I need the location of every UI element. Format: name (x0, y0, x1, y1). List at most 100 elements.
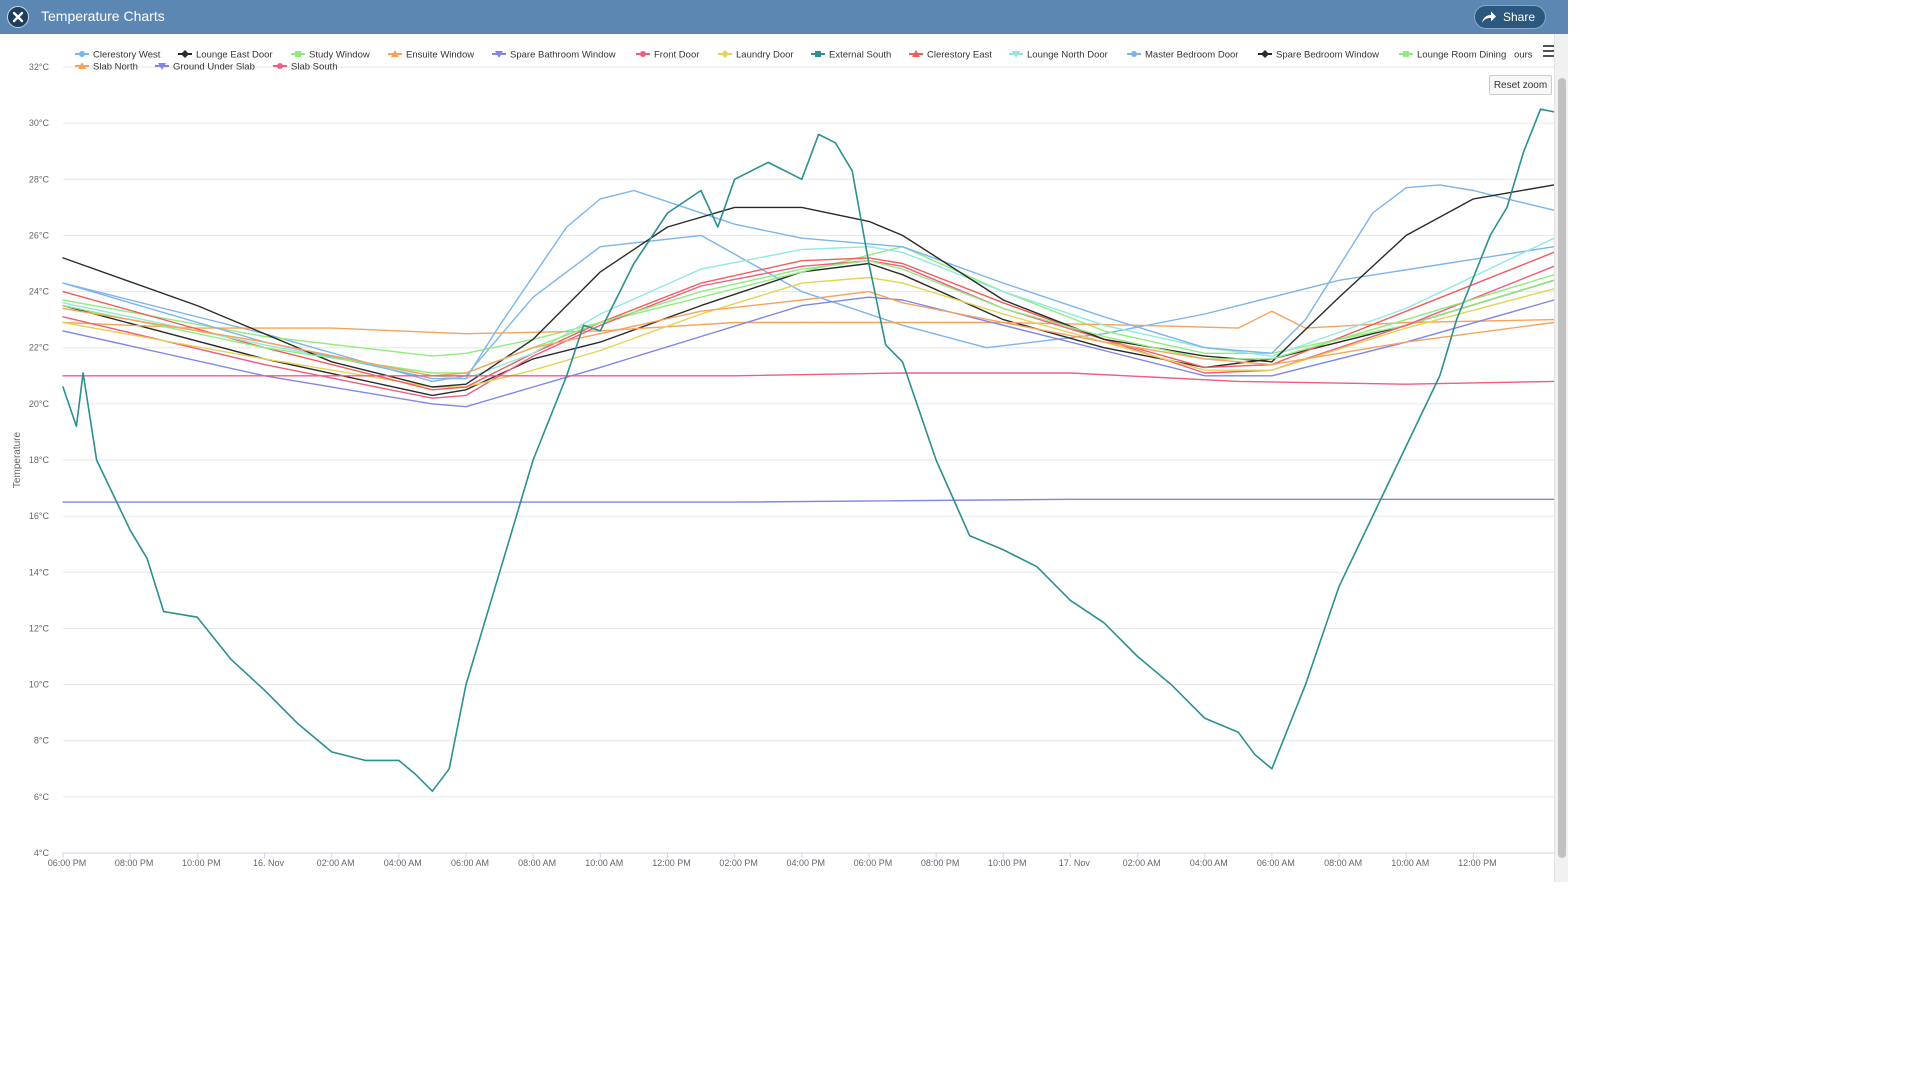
share-button[interactable]: Share (1473, 5, 1546, 29)
legend-marker (1131, 51, 1137, 57)
series-line-laundry-door (62, 276, 1555, 388)
legend-item[interactable]: Clerestory West (75, 50, 161, 61)
scrollbar-thumb[interactable] (1558, 78, 1566, 858)
x-tick-label: 08:00 PM (921, 858, 960, 868)
y-tick-label: 28°C (29, 174, 50, 184)
page-title: Temperature Charts (41, 8, 165, 24)
series-line-master-bedroom-door (62, 184, 1555, 380)
legend-marker (721, 50, 729, 58)
legend-label: Lounge North Door (1027, 50, 1108, 61)
series-line-lounge-room-dining (62, 260, 1555, 374)
close-icon (12, 11, 24, 23)
x-tick-label: 10:00 AM (585, 858, 623, 868)
legend-item[interactable]: Lounge North Door (1009, 50, 1108, 61)
share-icon (1481, 11, 1496, 23)
y-tick-label: 6°C (34, 792, 50, 802)
series-line-ground-under-slab (62, 498, 1555, 503)
y-tick-label: 30°C (29, 118, 50, 128)
series-line-front-door (62, 260, 1555, 399)
legend-label: Ensuite Window (406, 50, 474, 61)
series-line-clerestory-west (62, 234, 1555, 383)
legend-item[interactable]: Slab North (75, 62, 138, 73)
legend-label: Slab South (291, 62, 337, 73)
legend-label: Lounge Room Dining (1417, 50, 1506, 61)
y-tick-label: 18°C (29, 455, 50, 465)
legend-marker (277, 63, 283, 69)
y-tick-label: 20°C (29, 399, 50, 409)
legend-marker (640, 51, 646, 57)
legend-marker (158, 63, 166, 70)
y-tick-label: 4°C (34, 848, 50, 858)
x-tick-label: 04:00 AM (1190, 858, 1228, 868)
legend-label: Spare Bathroom Window (510, 50, 616, 61)
legend-label: Slab North (93, 62, 138, 73)
legend-marker (391, 50, 399, 57)
legend-item[interactable]: Ground Under Slab (155, 62, 255, 73)
series-line-external-south (62, 108, 1555, 792)
legend-item[interactable]: Lounge Room Dining (1399, 50, 1506, 61)
share-label: Share (1502, 10, 1535, 24)
y-tick-label: 8°C (34, 736, 50, 746)
series-line-spare-bedroom-window (62, 184, 1555, 388)
reset-zoom-button[interactable]: Reset zoom (1489, 75, 1552, 95)
series-line-clerestory-east (62, 251, 1555, 391)
legend-item[interactable]: Front Door (636, 50, 699, 61)
x-tick-label: 17. Nov (1059, 858, 1091, 868)
legend-label: Lounge East Door (196, 50, 273, 61)
x-tick-label: 08:00 PM (115, 858, 154, 868)
x-tick-label: 04:00 AM (384, 858, 422, 868)
x-tick-label: 02:00 AM (317, 858, 355, 868)
legend-item[interactable]: Spare Bathroom Window (492, 50, 616, 61)
legend-truncated-text: ours (1514, 50, 1533, 61)
x-tick-label: 16. Nov (253, 858, 285, 868)
scrollbar[interactable] (1554, 34, 1568, 882)
temperature-line-chart[interactable]: 4°C 6°C 8°C 10°C 12°C 14°C 16°C 18°C 20°C 22°C 24°… (0, 34, 1555, 882)
legend-marker (1261, 50, 1269, 58)
menu-icon-bar (1543, 45, 1555, 47)
legend-item[interactable]: Study Window (291, 50, 370, 61)
legend-item[interactable]: Ensuite Window (388, 50, 474, 61)
y-tick-label: 22°C (29, 343, 50, 353)
y-tick-label: 24°C (29, 287, 50, 297)
y-tick-label: 26°C (29, 230, 50, 240)
x-tick-label: 10:00 PM (182, 858, 221, 868)
y-axis-title: Temperature (12, 431, 23, 488)
legend-item[interactable]: Spare Bedroom Window (1258, 50, 1379, 61)
y-tick-label: 12°C (29, 623, 50, 633)
x-tick-label: 12:00 PM (1458, 858, 1497, 868)
x-tick-label: 06:00 AM (451, 858, 489, 868)
chart-menu-button[interactable] (1543, 45, 1555, 59)
x-tick-label: 06:00 PM (854, 858, 893, 868)
legend-label: Spare Bedroom Window (1276, 50, 1379, 61)
legend-marker (181, 50, 189, 58)
legend-item[interactable]: Lounge East Door (178, 50, 273, 61)
x-tick-label: 04:00 PM (787, 858, 826, 868)
legend-marker (78, 62, 86, 69)
legend-label: Front Door (654, 50, 699, 61)
legend-item[interactable]: External South (811, 50, 891, 61)
series-line-slab-north (62, 290, 1555, 377)
y-tick-label: 32°C (29, 62, 50, 72)
legend-marker (1403, 51, 1409, 57)
x-tick-label: 10:00 PM (988, 858, 1027, 868)
legend-item[interactable]: Clerestory East (909, 50, 992, 61)
legend-item[interactable]: Master Bedroom Door (1127, 50, 1238, 61)
series-line-study-window (62, 246, 1555, 357)
legend-label: External South (829, 50, 891, 61)
legend-label: Clerestory East (927, 50, 992, 61)
series-line-lounge-east-door (62, 262, 1555, 397)
chart-area[interactable]: 4°C 6°C 8°C 10°C 12°C 14°C 16°C 18°C 20°C 22°C 24°… (0, 34, 1568, 882)
legend-marker (495, 51, 503, 58)
legend-item[interactable]: Slab South (273, 62, 337, 73)
menu-icon-bar (1543, 55, 1555, 57)
legend-marker (1012, 51, 1020, 58)
x-tick-label: 06:00 PM (48, 858, 87, 868)
close-button[interactable] (7, 6, 29, 28)
x-tick-label: 02:00 AM (1123, 858, 1161, 868)
x-tick-label: 12:00 PM (652, 858, 691, 868)
legend-marker (295, 51, 301, 57)
legend-item[interactable]: Laundry Door (718, 50, 794, 61)
legend-label: Laundry Door (736, 50, 794, 61)
x-tick-label: 08:00 AM (518, 858, 556, 868)
legend-label: Ground Under Slab (173, 62, 255, 73)
